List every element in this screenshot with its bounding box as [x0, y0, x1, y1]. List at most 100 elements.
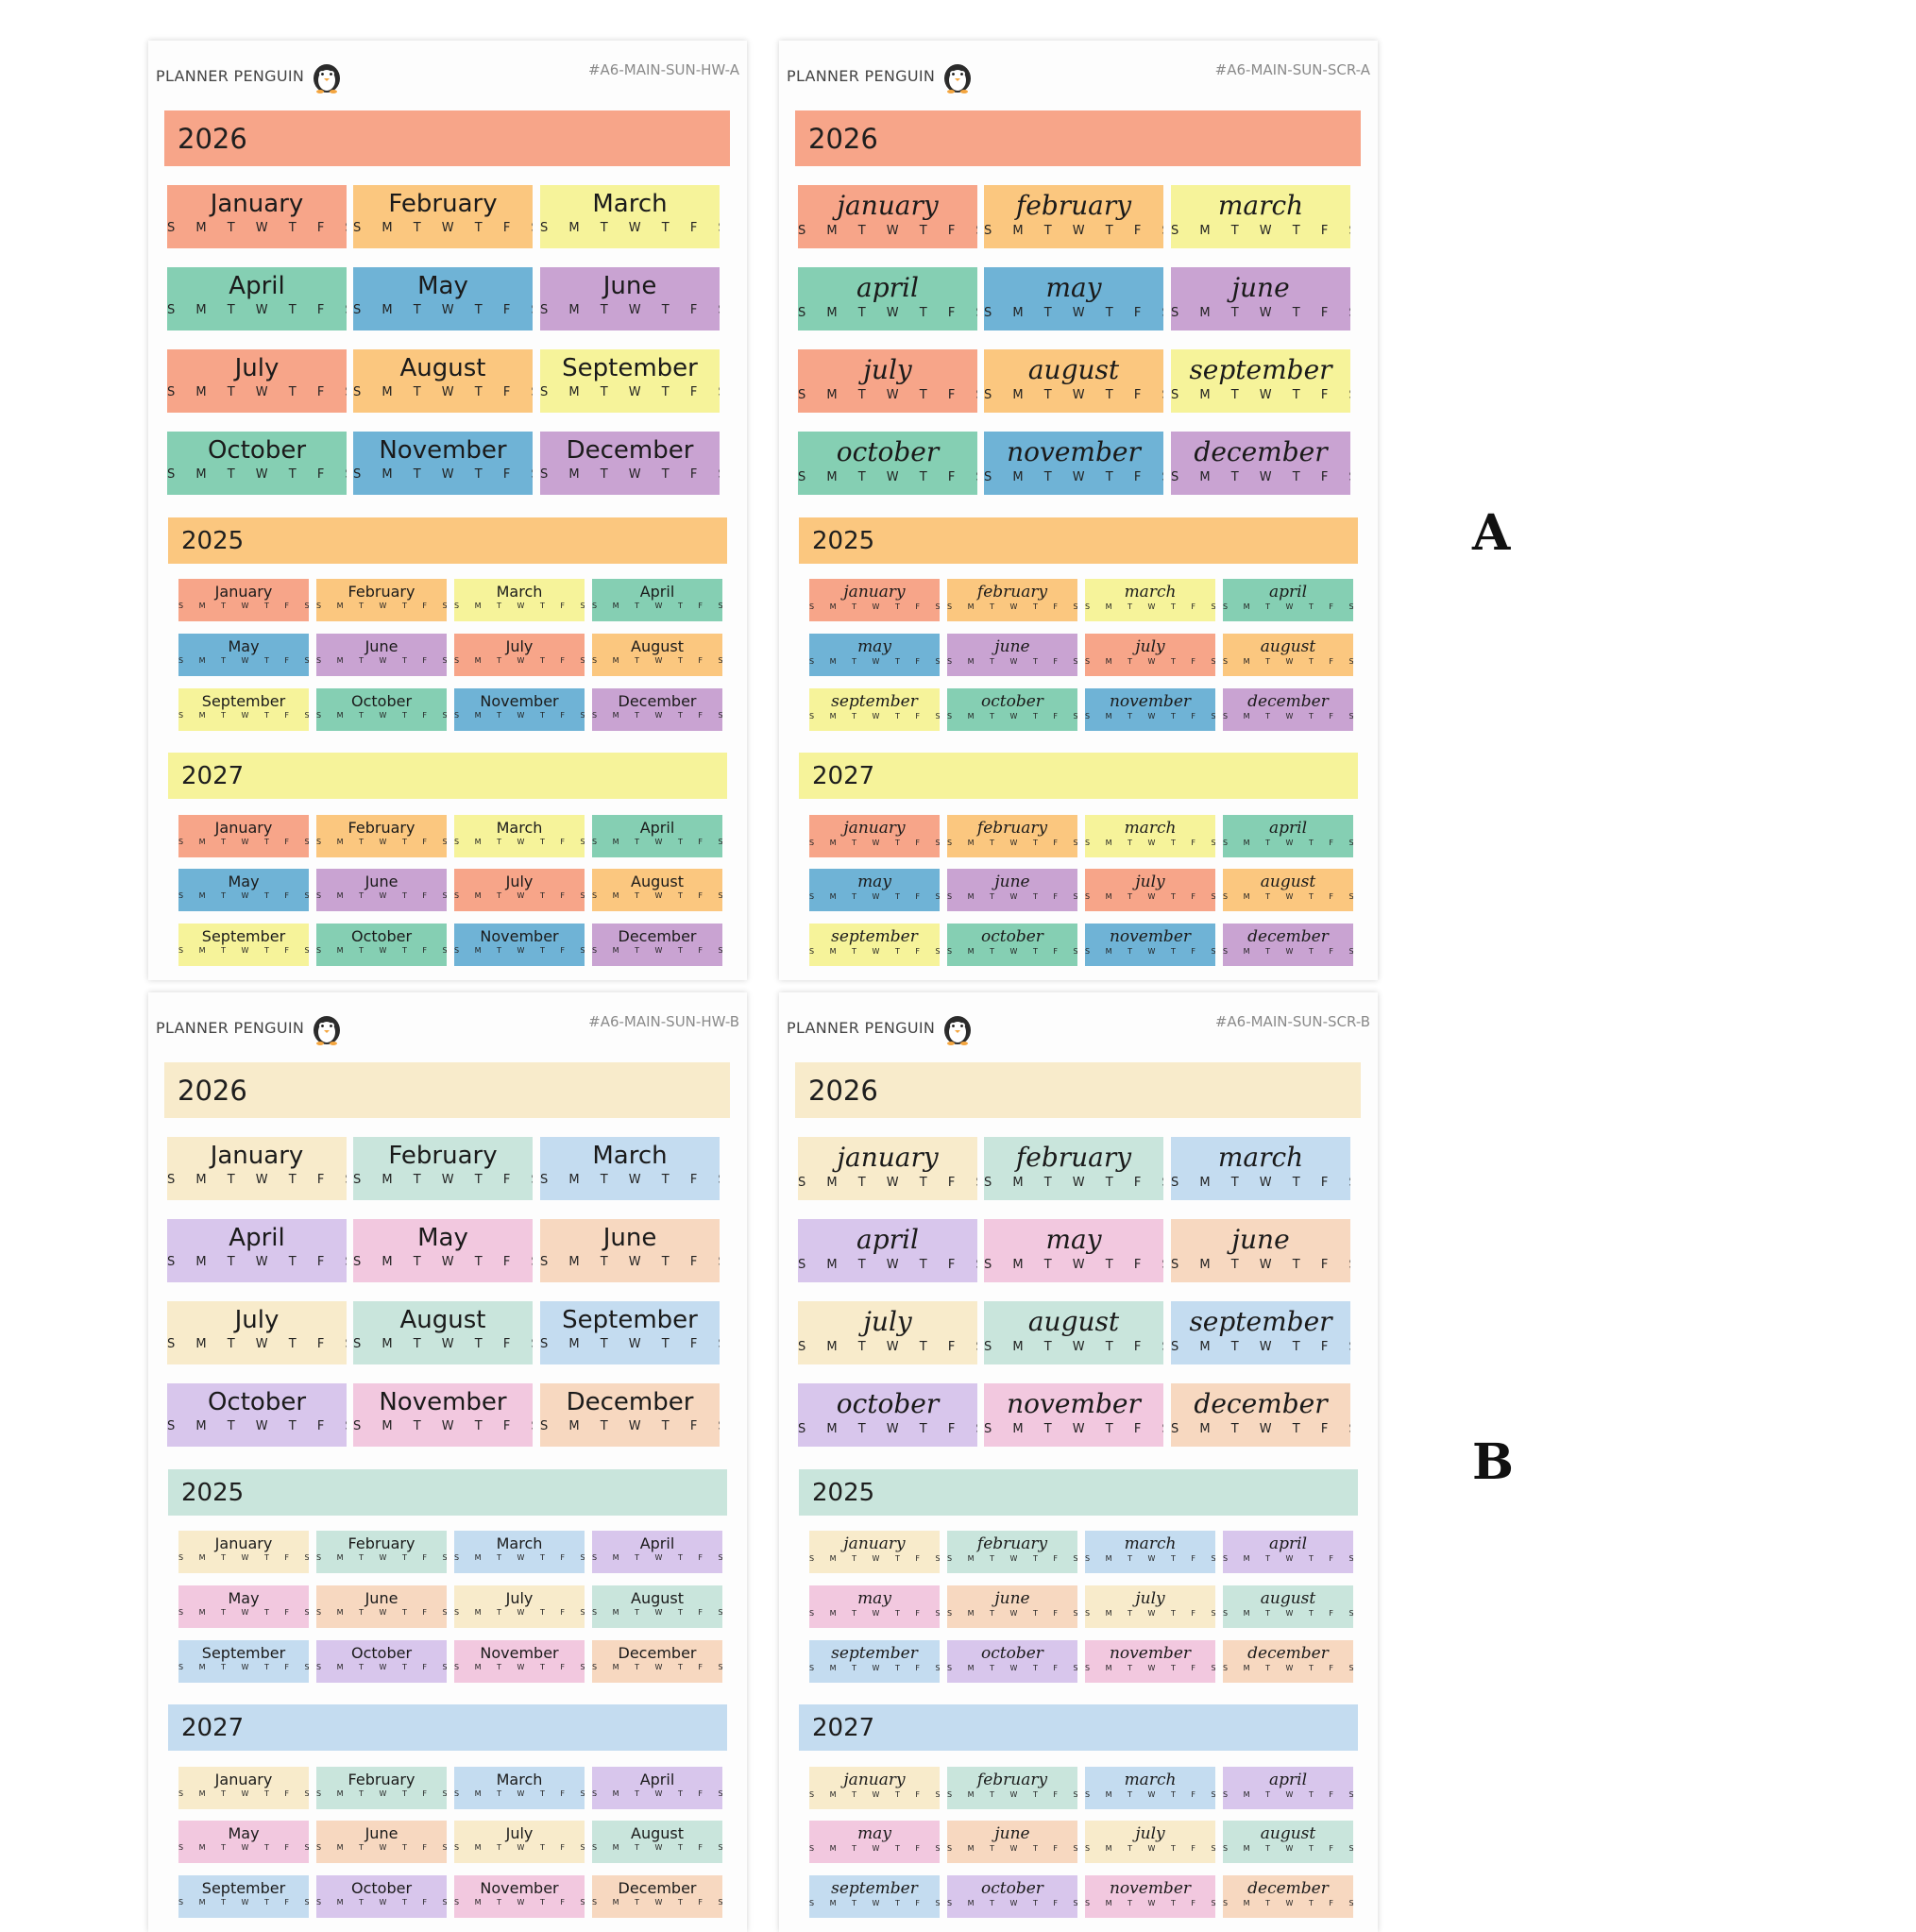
weekday-row: S M T W T F S	[178, 711, 309, 720]
weekday-row: S M T W T F S	[353, 221, 533, 235]
month-name: january	[843, 583, 906, 602]
month-label-small-2027-november: November S M T W T F S	[454, 1875, 585, 1918]
month-name: May	[228, 1589, 260, 1607]
weekday-row: S M T W T F S	[540, 467, 720, 482]
month-label-small-2025-may: May S M T W T F S	[178, 634, 309, 676]
month-label-small-2025-january: January S M T W T F S	[178, 579, 309, 621]
weekday-row: S M T W T F S	[1085, 657, 1215, 666]
month-label-small-2027-may: May S M T W T F S	[178, 869, 309, 911]
weekday-row: S M T W T F S	[947, 839, 1077, 847]
weekday-row: S M T W T F S	[178, 1553, 309, 1562]
month-label-small-2027-september: september S M T W T F S	[809, 1875, 940, 1918]
month-name: August	[631, 1589, 684, 1607]
month-name: January	[214, 819, 273, 837]
month-label-large-october: October S M T W T F S	[167, 1383, 347, 1447]
month-label-small-2025-august: August S M T W T F S	[592, 1585, 722, 1628]
month-label-small-2025-april: April S M T W T F S	[592, 579, 722, 621]
month-name: September	[562, 354, 698, 382]
penguin-icon	[941, 58, 975, 93]
month-label-small-2027-march: March S M T W T F S	[454, 1767, 585, 1809]
weekday-row: S M T W T F S	[178, 946, 309, 955]
weekday-row: S M T W T F S	[592, 656, 722, 665]
month-label-small-2027-april: april S M T W T F S	[1223, 815, 1353, 857]
weekday-row: S M T W T F S	[592, 1608, 722, 1617]
weekday-row: S M T W T F S	[1085, 602, 1215, 611]
weekday-row: S M T W T F S	[454, 946, 585, 955]
month-label-large-february: february S M T W T F S	[984, 185, 1163, 248]
month-name: may	[857, 637, 891, 656]
sticker-sheet-hw-b: PLANNER PENGUIN #A6-MAIN-SUN-HW-B 2026 Janu…	[148, 992, 747, 1932]
month-name: April	[639, 1771, 675, 1788]
weekday-row: S M T W T F S	[592, 602, 722, 610]
month-label-large-november: november S M T W T F S	[984, 1383, 1163, 1447]
weekday-row: S M T W T F S	[454, 1608, 585, 1617]
month-name: august	[1027, 1306, 1120, 1337]
weekday-row: S M T W T F S	[1171, 470, 1350, 484]
month-name: October	[350, 692, 413, 710]
month-label-small-2027-august: August S M T W T F S	[592, 1821, 722, 1863]
month-label-small-2025-november: November S M T W T F S	[454, 688, 585, 731]
month-name: July	[505, 1589, 534, 1607]
month-name: February	[388, 1142, 498, 1170]
month-name: July	[234, 354, 280, 382]
month-name: april	[1268, 583, 1308, 602]
brand-name: PLANNER PENGUIN	[156, 1018, 305, 1037]
month-label-small-2025-july: July S M T W T F S	[454, 634, 585, 676]
weekday-row: S M T W T F S	[353, 467, 533, 482]
weekday-row: S M T W T F S	[1171, 306, 1350, 320]
month-label-small-2027-december: December S M T W T F S	[592, 1875, 722, 1918]
month-name: July	[505, 873, 534, 890]
weekday-row: S M T W T F S	[316, 1663, 447, 1671]
month-name: november	[1007, 436, 1141, 467]
month-label-small-2025-june: june S M T W T F S	[947, 634, 1077, 676]
weekday-row: S M T W T F S	[798, 306, 977, 320]
weekday-row: S M T W T F S	[1223, 1664, 1353, 1672]
month-name: January	[214, 1534, 273, 1552]
weekday-row: S M T W T F S	[1223, 1609, 1353, 1618]
month-name: march	[1217, 190, 1304, 221]
month-label-large-may: May S M T W T F S	[353, 1219, 533, 1282]
month-label-small-2025-august: august S M T W T F S	[1223, 1585, 1353, 1628]
month-label-small-2027-march: march S M T W T F S	[1085, 1767, 1215, 1809]
penguin-icon	[941, 1009, 975, 1045]
month-name: August	[631, 1824, 684, 1842]
month-label-small-2025-february: February S M T W T F S	[316, 579, 447, 621]
weekday-row: S M T W T F S	[592, 1789, 722, 1798]
variant-label-a: A	[1472, 504, 1511, 562]
month-label-large-april: april S M T W T F S	[798, 267, 977, 330]
weekday-row: S M T W T F S	[316, 1789, 447, 1798]
sheet-header: PLANNER PENGUIN #A6-MAIN-SUN-HW-A	[148, 41, 747, 97]
weekday-row: S M T W T F S	[1171, 388, 1350, 402]
weekday-row: S M T W T F S	[798, 470, 977, 484]
month-label-large-may: may S M T W T F S	[984, 267, 1163, 330]
month-name: November	[480, 692, 559, 710]
month-label-small-2027-march: march S M T W T F S	[1085, 815, 1215, 857]
month-name: December	[618, 692, 697, 710]
month-label-large-june: june S M T W T F S	[1171, 267, 1350, 330]
weekday-row: S M T W T F S	[1223, 1554, 1353, 1563]
weekday-row: S M T W T F S	[316, 1898, 447, 1907]
weekday-row: S M T W T F S	[984, 470, 1163, 484]
weekday-row: S M T W T F S	[1171, 1258, 1350, 1272]
month-label-small-2025-november: november S M T W T F S	[1085, 688, 1215, 731]
weekday-row: S M T W T F S	[809, 1609, 940, 1618]
month-name: May	[417, 272, 468, 300]
month-label-large-september: september S M T W T F S	[1171, 1301, 1350, 1364]
month-name: january	[843, 1534, 906, 1553]
weekday-row: S M T W T F S	[454, 891, 585, 900]
month-name: June	[365, 873, 398, 890]
month-label-small-2027-september: September S M T W T F S	[178, 1875, 309, 1918]
weekday-row: S M T W T F S	[1171, 1176, 1350, 1190]
weekday-row: S M T W T F S	[353, 1337, 533, 1351]
weekday-row: S M T W T F S	[178, 656, 309, 665]
weekday-row: S M T W T F S	[454, 1663, 585, 1671]
weekday-row: S M T W T F S	[592, 891, 722, 900]
weekday-row: S M T W T F S	[353, 303, 533, 317]
month-name: april	[856, 1224, 919, 1255]
weekday-row: S M T W T F S	[316, 656, 447, 665]
weekday-row: S M T W T F S	[178, 1663, 309, 1671]
month-label-large-december: december S M T W T F S	[1171, 432, 1350, 495]
weekday-row: S M T W T F S	[947, 1554, 1077, 1563]
weekday-row: S M T W T F S	[798, 1340, 977, 1354]
sheet-header: PLANNER PENGUIN #A6-MAIN-SUN-SCR-A	[779, 41, 1378, 97]
